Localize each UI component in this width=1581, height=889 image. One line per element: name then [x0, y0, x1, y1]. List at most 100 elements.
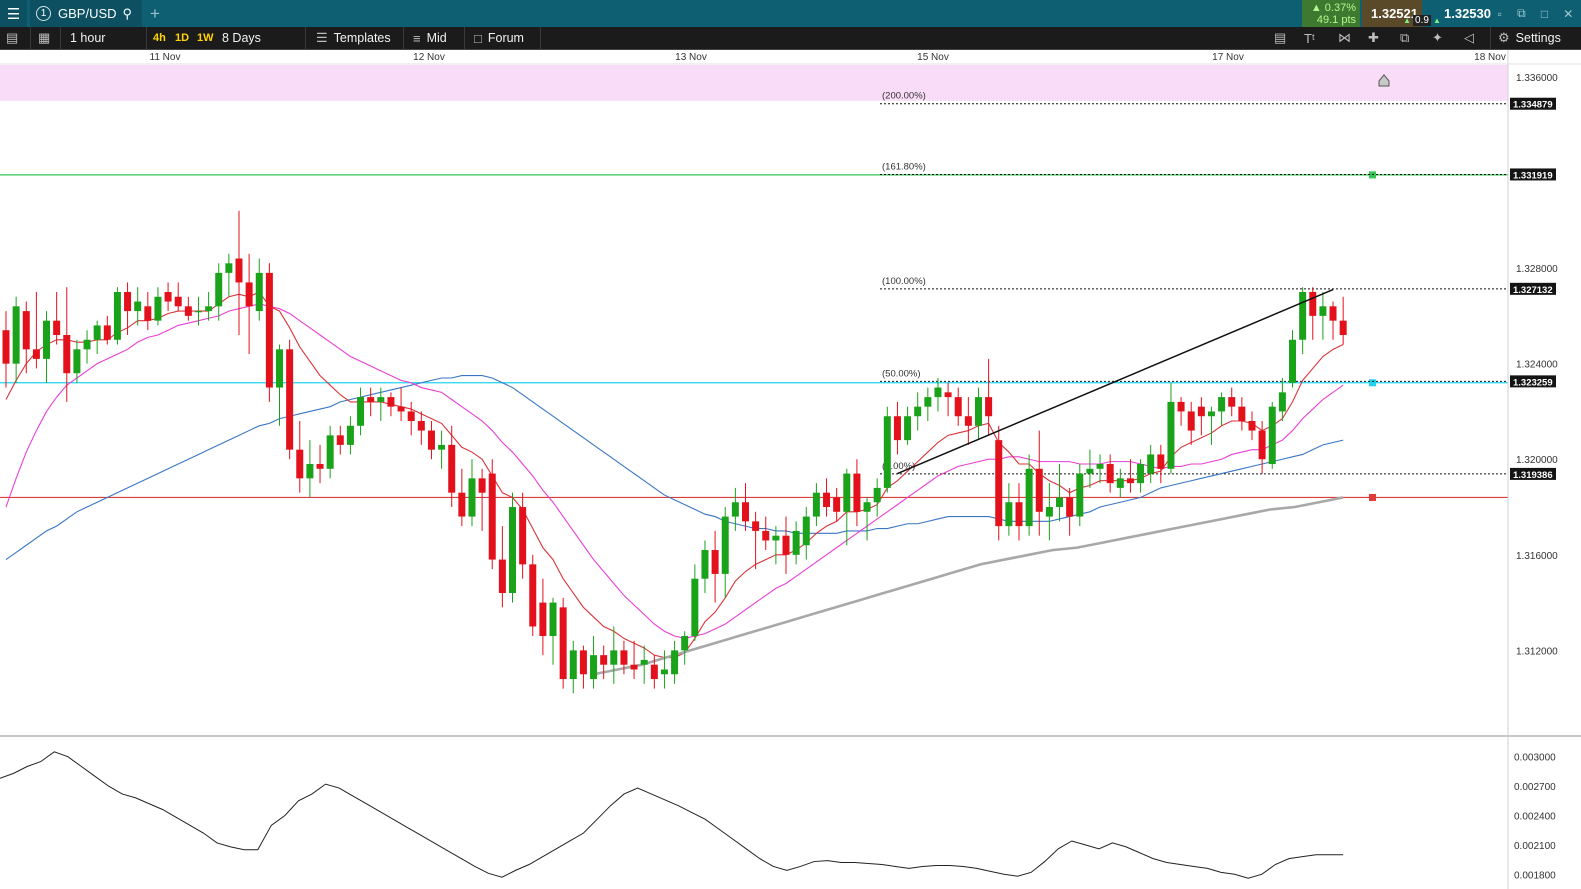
crosshair-icon[interactable]: ⋈ — [1338, 30, 1351, 45]
candle-body — [741, 502, 749, 522]
fib-price-tag-bg — [1510, 282, 1556, 295]
oscillator-line — [0, 751, 1344, 879]
candle-body — [1177, 401, 1185, 412]
candle-body — [124, 291, 132, 312]
candle-body — [691, 578, 699, 637]
candle-body — [458, 492, 466, 517]
text-icon[interactable]: Tᵗ — [1304, 30, 1315, 46]
oscillator-tick-label: 0.001800 — [1514, 870, 1556, 881]
fib-level-label: (50.00%) — [882, 368, 921, 379]
symbol-index: 1 — [36, 6, 51, 21]
fib-price-tag-bg — [1510, 97, 1556, 110]
candle-body — [569, 650, 577, 680]
add-tab-button[interactable]: + — [150, 3, 160, 23]
candle-body — [833, 497, 841, 512]
candle-body — [792, 530, 800, 555]
candle-body — [83, 339, 91, 350]
fib-price-tag: 1.334879 — [1513, 100, 1553, 111]
candle-body — [1025, 468, 1033, 527]
candle-body — [974, 397, 982, 426]
fib-price-tag-bg — [1510, 168, 1556, 181]
candle-body — [144, 306, 152, 321]
candle-body — [1147, 454, 1155, 474]
candle-body — [1278, 392, 1286, 412]
list-icon[interactable]: ▤ — [6, 30, 19, 45]
candle-body — [944, 392, 952, 398]
x-tick-label: 18 Nov — [1474, 52, 1506, 63]
candle-body — [1086, 468, 1094, 474]
y-tick-label: 1.320000 — [1516, 455, 1558, 466]
period-1d-button[interactable]: 1D — [175, 32, 190, 44]
candle-body — [154, 296, 162, 321]
candle-body — [43, 320, 51, 359]
candle-body — [934, 387, 942, 398]
candle-body — [377, 397, 385, 402]
interval-selector[interactable]: 1 hour — [70, 31, 106, 45]
studies-icon[interactable]: ▤ — [1274, 30, 1287, 45]
candle-body — [823, 492, 831, 508]
candle-body — [367, 397, 375, 402]
spread-value: 0.9 — [1413, 15, 1431, 26]
symbol-selector[interactable]: 1 GBP/USD ⚲ — [30, 0, 142, 27]
maximize-icon[interactable]: □ — [1540, 6, 1549, 21]
candle-body — [194, 311, 202, 313]
period-1w-button[interactable]: 1W — [197, 32, 214, 44]
candle-body — [1137, 464, 1145, 484]
minimize-icon[interactable]: ▫ — [1497, 6, 1502, 21]
range-selector[interactable]: 8 Days — [222, 31, 261, 45]
forum-button[interactable]: □ Forum — [474, 27, 524, 49]
candle-body — [255, 272, 263, 312]
candle-body — [32, 349, 40, 359]
candle-body — [407, 411, 415, 422]
candle-body — [893, 416, 901, 441]
tag-icon[interactable]: ◁ — [1464, 30, 1474, 45]
ma-gray-line — [593, 496, 1344, 676]
x-tick-label: 11 Nov — [150, 52, 181, 63]
candle-body — [843, 473, 851, 512]
sell-price-button[interactable]: 1.32521 — [1362, 0, 1422, 27]
price-chart[interactable]: 11 Nov 12 Nov 13 Nov 15 Nov 17 Nov 18 Nov (20… — [0, 50, 1581, 889]
templates-icon: ☰ — [316, 30, 328, 45]
y-tick-label: 1.324000 — [1516, 360, 1558, 371]
pin-icon[interactable]: ✦ — [1432, 30, 1443, 45]
gear-icon: ⚙ — [1498, 30, 1510, 45]
ma-magenta-line — [5, 303, 1344, 639]
period-4h-button[interactable]: 4h — [153, 32, 166, 44]
draw-icon[interactable]: ✚ — [1368, 30, 1379, 45]
candle-body — [1126, 478, 1134, 484]
home-icon — [1378, 74, 1390, 87]
templates-button[interactable]: ☰ Templates — [316, 27, 391, 49]
candle-body — [539, 602, 547, 637]
x-tick-label: 15 Nov — [917, 52, 949, 63]
candle-body — [103, 325, 111, 340]
candle-body — [63, 334, 71, 374]
candle-body — [1218, 397, 1226, 412]
up-arrow-icon: ▲ — [1432, 16, 1441, 25]
fib-level-label: (200.00%) — [882, 91, 926, 102]
hamburger-icon[interactable]: ☰ — [0, 0, 27, 27]
candle-body — [357, 397, 365, 426]
candle-body — [235, 258, 243, 283]
popout-icon[interactable]: ⧉ — [1517, 6, 1526, 20]
up-arrow-icon: ▲ — [1403, 16, 1412, 25]
x-tick-label: 12 Nov — [413, 52, 445, 63]
candle-body — [448, 444, 456, 493]
settings-button[interactable]: ⚙ Settings — [1498, 27, 1561, 49]
buy-price-button[interactable]: 1.32530 — [1440, 0, 1491, 27]
search-icon[interactable]: ⚲ — [122, 5, 133, 21]
candle-body — [762, 530, 770, 541]
candle-body — [1116, 478, 1124, 488]
layout-icon[interactable]: ▦ — [38, 30, 51, 45]
candle-body — [53, 320, 61, 335]
close-icon[interactable]: ✕ — [1563, 6, 1574, 21]
candle-body — [427, 430, 435, 450]
candle-body — [711, 550, 719, 574]
candle-body — [914, 406, 922, 417]
window-controls: ▫ ⧉ □ ✕ — [1490, 0, 1581, 27]
copy-icon[interactable]: ⧉ — [1400, 30, 1410, 45]
price-type-button[interactable]: ≡ Mid — [413, 27, 447, 49]
fib-level-label: (161.80%) — [882, 161, 926, 172]
y-tick-label: 1.312000 — [1516, 646, 1558, 657]
candle-body — [853, 473, 861, 512]
candle-body — [1035, 468, 1043, 512]
